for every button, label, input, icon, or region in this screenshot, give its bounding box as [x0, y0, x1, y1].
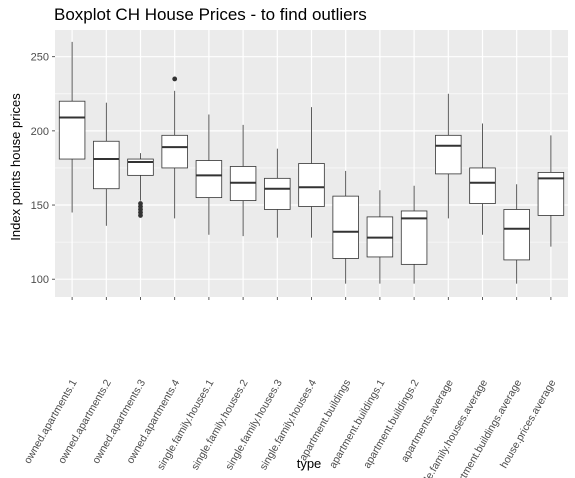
box-apartment-buildings-1 [366, 190, 394, 284]
boxes [58, 41, 565, 284]
chart-title: Boxplot CH House Prices - to find outlie… [54, 5, 367, 24]
box-house-prices-average [537, 135, 565, 247]
box-single-family-houses-average [469, 123, 496, 235]
y-tick-label: 250 [31, 52, 49, 64]
y-tick-label: 200 [31, 126, 49, 138]
box-apartment-buildings-2 [400, 185, 428, 284]
box-single-family-houses-3 [264, 148, 291, 238]
y-tick-label: 150 [31, 200, 49, 212]
x-axis-title: type [297, 456, 322, 471]
y-axis-ticks: 100 150 200 250 [31, 52, 55, 286]
box-iqr [503, 209, 530, 261]
box-apartment-buildings [332, 170, 359, 284]
box-single-family-houses-2 [229, 124, 257, 237]
outlier-point [172, 76, 178, 82]
box-owned-apartments-4 [161, 76, 188, 219]
box-iqr [161, 134, 188, 169]
box-iqr [400, 210, 428, 265]
box-iqr [435, 134, 462, 175]
box-iqr [264, 177, 291, 210]
box-iqr [58, 100, 86, 160]
box-apartment-buildings-average [503, 184, 530, 284]
box-owned-apartments-2 [93, 102, 120, 226]
box-owned-apartments-3 [127, 153, 154, 218]
box-iqr [298, 163, 325, 207]
box-iqr [469, 167, 496, 204]
box-iqr [537, 171, 565, 216]
box-iqr [195, 160, 223, 199]
box-apartments-average [435, 93, 462, 219]
outlier-point [138, 213, 143, 218]
y-axis-title: Index points house prices [8, 93, 23, 241]
box-iqr [93, 140, 120, 190]
box-single-family-houses-1 [195, 114, 223, 235]
box-single-family-houses-4 [298, 107, 325, 238]
box-iqr [332, 195, 359, 259]
box-owned-apartments-1 [58, 41, 86, 213]
box-iqr [127, 158, 154, 176]
x-axis-ticks: owned.apartments.1owned.apartments.2owne… [22, 297, 559, 478]
y-tick-label: 100 [31, 274, 49, 286]
